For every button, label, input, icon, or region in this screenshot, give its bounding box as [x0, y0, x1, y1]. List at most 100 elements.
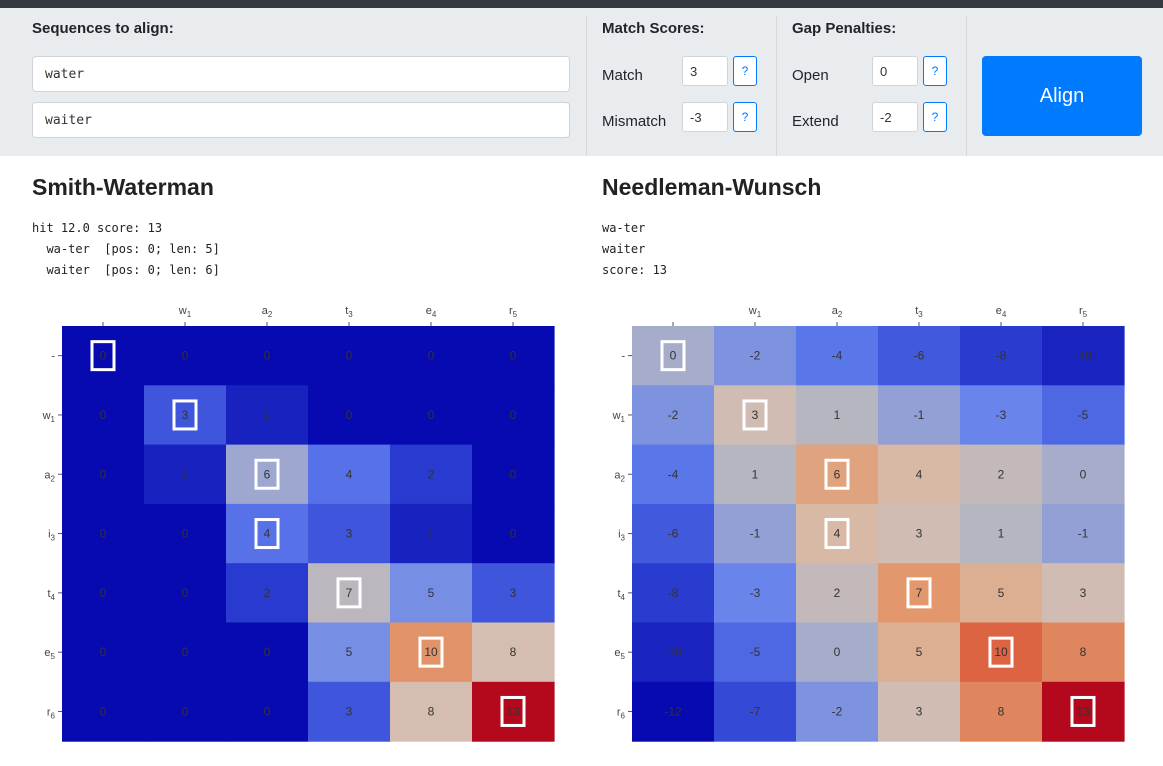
cell-value: 3 [346, 704, 353, 718]
y-tick-label: e5 [614, 647, 625, 661]
gap-extend-input[interactable] [872, 102, 918, 132]
cell-value: 5 [428, 586, 435, 600]
cell-value: 10 [994, 645, 1008, 659]
y-tick-label: w1 [612, 410, 626, 424]
cell-value: 0 [834, 645, 841, 659]
heatmap-cell [390, 681, 473, 742]
path-marker [254, 458, 280, 490]
heatmap-cell [878, 563, 961, 624]
heatmap-cell [960, 563, 1043, 624]
heatmap-cell [796, 444, 879, 505]
heatmap-cell [390, 326, 473, 386]
cell-value: -12 [664, 704, 682, 718]
cell-value: 3 [916, 527, 923, 541]
sequence-2-input[interactable] [32, 102, 570, 138]
sequence-1-input[interactable] [32, 56, 570, 92]
cell-value: 0 [100, 408, 107, 422]
cell-value: 2 [428, 467, 435, 481]
cell-value: 3 [752, 408, 759, 422]
cell-value: 3 [346, 527, 353, 541]
mismatch-help-button[interactable]: ? [733, 102, 757, 132]
cell-value: 3 [1080, 586, 1087, 600]
cell-value: 13 [506, 704, 520, 718]
heatmap-cell [226, 326, 309, 386]
cell-value: 5 [916, 645, 923, 659]
heatmap-cell [714, 385, 797, 446]
x-tick-label: w1 [748, 305, 762, 319]
cell-value: -8 [996, 349, 1007, 363]
divider [586, 16, 587, 156]
cell-value: 0 [100, 467, 107, 481]
heatmap-cell [308, 385, 391, 446]
path-marker [172, 399, 198, 431]
gap-open-help-button[interactable]: ? [923, 56, 947, 86]
match-help-button[interactable]: ? [733, 56, 757, 86]
heatmap-cell [878, 444, 961, 505]
path-marker [418, 636, 444, 668]
path-marker [660, 340, 686, 372]
needleman-wunsch-title: Needleman-Wunsch [602, 174, 822, 200]
heatmap-cell [472, 681, 555, 742]
heatmap-cell [144, 326, 227, 386]
cell-value: 0 [346, 349, 353, 363]
heatmap-cell [472, 326, 555, 386]
heatmap-cell [390, 622, 473, 683]
heatmap-cell [144, 385, 227, 446]
heatmap-cell [632, 385, 715, 446]
heatmap-cell [714, 503, 797, 564]
cell-value: 4 [264, 527, 271, 541]
heatmap-cell [472, 622, 555, 683]
gap-penalties-title: Gap Penalties: [792, 20, 897, 37]
y-tick-label: - [51, 351, 55, 363]
heatmap-cell [308, 563, 391, 624]
cell-value: 4 [834, 527, 841, 541]
heatmap-cell [632, 681, 715, 742]
cell-value: 0 [510, 349, 517, 363]
cell-value: 0 [510, 408, 517, 422]
heatmap-cell [308, 622, 391, 683]
smith-waterman-heatmap-svg: 0 0 0 0 0 00 3 1 0 0 00 1 6 4 2 00 0 4 3 1 00 0 2 7 5 30 0 0 5 10 80 0 0… [42, 305, 555, 742]
heatmap-cell [62, 681, 145, 742]
heatmap-cell [1042, 385, 1125, 446]
cell-value: 0 [264, 645, 271, 659]
match-input[interactable] [682, 56, 728, 86]
path-marker [906, 577, 932, 609]
path-marker [336, 577, 362, 609]
align-button[interactable]: Align [982, 56, 1142, 136]
heatmap-cell [796, 681, 879, 742]
heatmap-cell [226, 681, 309, 742]
path-marker [742, 399, 768, 431]
cell-value: 13 [1076, 704, 1090, 718]
cell-value: -5 [750, 645, 761, 659]
y-tick-label: i3 [48, 529, 55, 543]
mismatch-input[interactable] [682, 102, 728, 132]
heatmap-cell [472, 444, 555, 505]
heatmap-cell [144, 563, 227, 624]
heatmap-cell [878, 503, 961, 564]
cell-value: 8 [428, 704, 435, 718]
y-tick-label: w1 [42, 410, 56, 424]
cell-value: 2 [998, 467, 1005, 481]
cell-value: 0 [182, 645, 189, 659]
cell-value: -1 [750, 527, 761, 541]
heatmap-cell [1042, 563, 1125, 624]
cell-value: -6 [668, 527, 679, 541]
heatmap-cell [796, 503, 879, 564]
smith-waterman-title: Smith-Waterman [32, 174, 214, 200]
cell-value: 0 [100, 645, 107, 659]
heatmap-cell [226, 503, 309, 564]
cell-value: 0 [1080, 467, 1087, 481]
heatmap-cell [308, 444, 391, 505]
cell-value: -3 [996, 408, 1007, 422]
heatmap-cell [62, 622, 145, 683]
heatmap-cell [796, 622, 879, 683]
heatmap-cell [62, 326, 145, 386]
path-marker [90, 340, 116, 372]
cell-value: -1 [914, 408, 925, 422]
gap-extend-help-button[interactable]: ? [923, 102, 947, 132]
heatmap-cell [632, 503, 715, 564]
controls-panel: Sequences to align: Match Scores: Match … [0, 8, 1163, 156]
gap-open-input[interactable] [872, 56, 918, 86]
heatmap-cell [714, 563, 797, 624]
heatmap-cell [878, 622, 961, 683]
